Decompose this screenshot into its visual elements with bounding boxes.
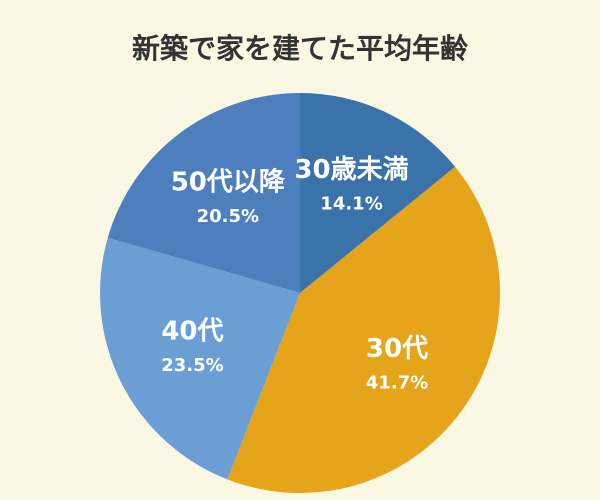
slice-value-label: 41.7% (366, 373, 428, 394)
chart-title: 新築で家を建てた平均年齢 (132, 32, 468, 65)
slice-label: 30代 (366, 334, 428, 364)
slice-value-label: 14.1% (320, 194, 382, 215)
slice-label: 40代 (161, 317, 223, 347)
pie-slice (300, 93, 456, 293)
pie-slice (107, 93, 300, 293)
slice-label: 50代以降 (171, 168, 286, 198)
slice-value-label: 23.5% (161, 355, 223, 376)
slice-label: 30歳未満 (294, 155, 408, 185)
slice-value-label: 20.5% (197, 206, 259, 227)
pie-slice (99, 237, 300, 480)
pie-slice (227, 166, 500, 493)
